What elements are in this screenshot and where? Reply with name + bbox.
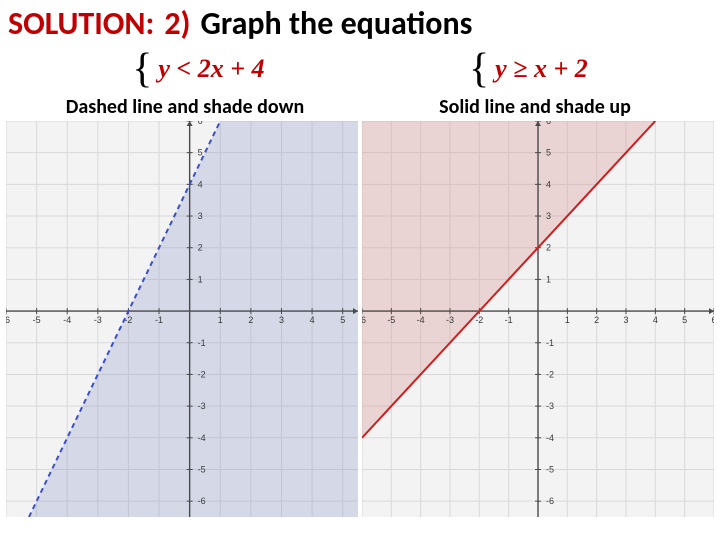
svg-text:6: 6	[546, 121, 551, 126]
brace-icon: {	[132, 45, 152, 93]
svg-text:3: 3	[623, 315, 628, 325]
svg-text:-1: -1	[155, 315, 163, 325]
svg-text:2: 2	[546, 243, 551, 253]
svg-text:-4: -4	[417, 315, 425, 325]
svg-text:-4: -4	[198, 433, 206, 443]
svg-text:1: 1	[198, 274, 203, 284]
svg-text:2: 2	[594, 315, 599, 325]
svg-text:4: 4	[653, 315, 658, 325]
svg-text:6: 6	[711, 315, 714, 325]
charts-row: -6 -5 -4 -3 -2 -1 1 2 3 4 5 -6 -5 -4 -3 -2 -1 1 2 3 4 5 6 -6 -5…	[0, 119, 720, 517]
svg-text:-6: -6	[362, 315, 366, 325]
chart-left-svg: -6 -5 -4 -3 -2 -1 1 2 3 4 5 -6 -5 -4 -3 -2 -1 1 2 3 4 5 6	[6, 121, 358, 517]
svg-text:3: 3	[546, 211, 551, 221]
svg-text:1: 1	[546, 274, 551, 284]
equation-right: { y ≥ x + 2	[469, 45, 588, 93]
svg-text:-3: -3	[198, 401, 206, 411]
svg-text:5: 5	[546, 148, 551, 158]
caption-row: Dashed line and shade down Solid line an…	[0, 95, 720, 119]
svg-text:1: 1	[565, 315, 570, 325]
svg-text:6: 6	[198, 121, 203, 126]
title-row: SOLUTION: 2) Graph the equations	[0, 0, 720, 43]
equation-row: { y < 2x + 4 { y ≥ x + 2	[0, 43, 720, 95]
svg-text:-5: -5	[33, 315, 41, 325]
title-rest: Graph the equations	[201, 4, 473, 43]
svg-text:3: 3	[198, 211, 203, 221]
chart-right-svg: -6 -5 -4 -3 -2 -1 1 2 3 4 5 6 -6 -5 -4 -3 -2 -1 1 2 3 4 5 6	[362, 121, 714, 517]
svg-text:-1: -1	[546, 338, 554, 348]
svg-text:-5: -5	[546, 464, 554, 474]
equation-right-text: y ≥ x + 2	[495, 54, 588, 84]
equation-left: { y < 2x + 4	[132, 45, 264, 93]
title-step: 2)	[164, 4, 190, 43]
svg-text:-3: -3	[94, 315, 102, 325]
svg-text:5: 5	[340, 315, 345, 325]
svg-text:-6: -6	[546, 496, 554, 506]
svg-text:4: 4	[198, 179, 203, 189]
svg-text:-1: -1	[505, 315, 513, 325]
caption-left: Dashed line and shade down	[10, 95, 360, 119]
svg-text:-6: -6	[6, 315, 10, 325]
brace-icon: {	[469, 45, 489, 93]
chart-left: -6 -5 -4 -3 -2 -1 1 2 3 4 5 -6 -5 -4 -3 -2 -1 1 2 3 4 5 6	[6, 121, 358, 517]
svg-text:-4: -4	[546, 433, 554, 443]
svg-text:4: 4	[546, 179, 551, 189]
caption-right: Solid line and shade up	[360, 95, 710, 119]
svg-text:-4: -4	[63, 315, 71, 325]
chart-right: -6 -5 -4 -3 -2 -1 1 2 3 4 5 6 -6 -5 -4 -3 -2 -1 1 2 3 4 5 6	[362, 121, 714, 517]
svg-text:-5: -5	[387, 315, 395, 325]
svg-text:3: 3	[279, 315, 284, 325]
svg-text:2: 2	[248, 315, 253, 325]
svg-text:-3: -3	[446, 315, 454, 325]
svg-text:2: 2	[198, 243, 203, 253]
svg-text:-2: -2	[475, 315, 483, 325]
svg-text:-1: -1	[198, 338, 206, 348]
svg-text:-2: -2	[198, 369, 206, 379]
svg-text:1: 1	[218, 315, 223, 325]
svg-text:5: 5	[198, 148, 203, 158]
equation-left-text: y < 2x + 4	[158, 54, 264, 84]
title-solution: SOLUTION:	[8, 4, 154, 43]
svg-text:-3: -3	[546, 401, 554, 411]
svg-text:5: 5	[682, 315, 687, 325]
svg-text:4: 4	[310, 315, 315, 325]
svg-text:-6: -6	[198, 496, 206, 506]
svg-text:-5: -5	[198, 464, 206, 474]
svg-text:-2: -2	[546, 369, 554, 379]
svg-text:-2: -2	[124, 315, 132, 325]
